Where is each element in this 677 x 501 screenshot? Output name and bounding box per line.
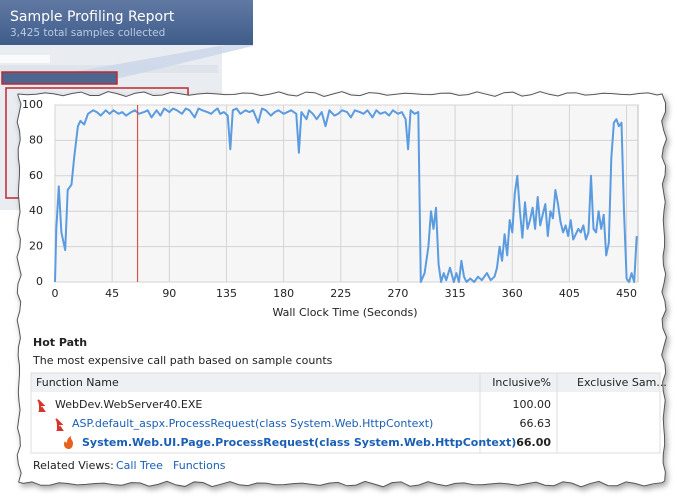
column-header[interactable]: Function Name (36, 376, 119, 389)
selected-range (1, 71, 118, 85)
hot-spot-icon (64, 436, 73, 449)
inclusive-value: 100.00 (513, 398, 552, 411)
function-name[interactable]: WebDev.WebServer40.EXE (55, 398, 202, 411)
y-tick-label: 60 (29, 169, 43, 182)
x-tick-label: 270 (387, 287, 408, 300)
y-tick-label: 20 (29, 240, 43, 253)
column-header[interactable]: Inclusive% (492, 376, 551, 389)
report-header (0, 0, 253, 45)
table-border (30, 372, 661, 454)
function-name[interactable]: ASP.default_aspx.ProcessRequest(class Sy… (72, 417, 433, 430)
related-view-link[interactable]: Call Tree (116, 459, 163, 472)
x-tick-label: 315 (445, 287, 466, 300)
x-tick-label: 90 (162, 287, 176, 300)
section-description: The most expensive call path based on sa… (32, 354, 333, 367)
function-name[interactable]: System.Web.UI.Page.ProcessRequest(class … (82, 436, 516, 449)
plot-area (54, 104, 639, 283)
hot-path: Hot Path The most expensive call path ba… (30, 336, 667, 472)
chart: Wall Clock Time (Seconds) 0 20 40 60 80 100 0 4… (22, 98, 639, 319)
x-tick-label: 225 (330, 287, 351, 300)
x-tick-label: 405 (559, 287, 580, 300)
cpu-line (54, 107, 638, 283)
hot-path-icon (37, 399, 46, 412)
x-tick-label: 45 (105, 287, 119, 300)
inclusive-value: 66.63 (520, 417, 552, 430)
section-title: Hot Path (33, 336, 87, 349)
x-tick-label: 180 (273, 287, 294, 300)
y-tick-label: 40 (29, 204, 43, 217)
x-tick-label: 0 (52, 287, 59, 300)
x-tick-label: 450 (616, 287, 637, 300)
related-views-label: Related Views: (33, 459, 114, 472)
y-tick-label: 80 (29, 133, 43, 146)
y-tick-label: 100 (22, 98, 43, 111)
table-header (31, 373, 660, 392)
column-header[interactable]: Exclusive Sam... (577, 376, 667, 389)
report-title: Sample Profiling Report (10, 9, 175, 25)
hot-path-icon (55, 418, 64, 431)
report-subtitle: 3,425 total samples collected (10, 27, 165, 39)
x-tick-label: 360 (502, 287, 523, 300)
zoom-wedge (40, 40, 253, 78)
inclusive-value: 66.00 (516, 436, 551, 449)
y-tick-label: 0 (36, 275, 43, 288)
x-axis-title: Wall Clock Time (Seconds) (272, 306, 417, 319)
x-tick-label: 135 (216, 287, 237, 300)
related-view-link[interactable]: Functions (173, 459, 226, 472)
tab (0, 55, 50, 63)
